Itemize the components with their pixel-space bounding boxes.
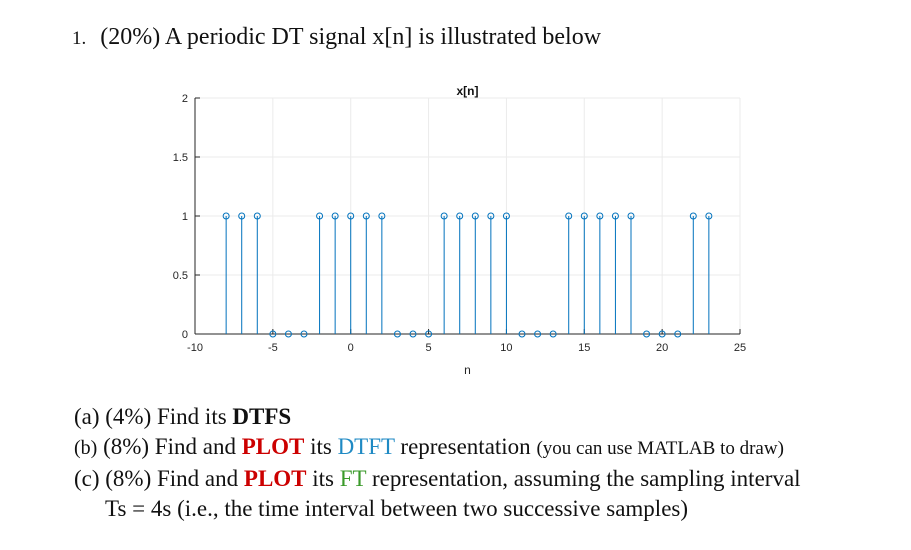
part-c-plot: PLOT <box>243 466 307 491</box>
stem-marker <box>627 212 635 220</box>
stem-marker <box>253 212 261 220</box>
y-tick-label: 1 <box>182 211 188 223</box>
part-b: (b) (8%) Find and PLOT its DTFT represen… <box>74 432 801 464</box>
stem-marker <box>409 330 417 338</box>
y-tick-label: 0 <box>182 329 188 341</box>
part-c-ft: FT <box>339 466 367 491</box>
question-header: 1. (20%) A periodic DT signal x[n] is ill… <box>72 24 601 51</box>
stem-marker <box>331 212 339 220</box>
stem-marker <box>347 212 355 220</box>
stem-marker <box>705 212 713 220</box>
stem-marker <box>393 330 401 338</box>
part-c-line2: Ts = 4s (i.e., the time interval between… <box>74 494 801 524</box>
x-tick-label: 15 <box>578 342 590 354</box>
stem-marker <box>362 212 370 220</box>
part-c-line2-text: Ts = 4s (i.e., the time interval between… <box>105 496 689 521</box>
stem-marker <box>518 330 526 338</box>
stem-marker <box>269 330 277 338</box>
y-tick-label: 1.5 <box>173 152 188 164</box>
stem-marker <box>565 212 573 220</box>
stem-marker <box>596 212 604 220</box>
stem-marker <box>611 212 619 220</box>
question-parts: (a) (4%) Find its DTFS (b) (8%) Find and… <box>74 402 801 524</box>
part-c: (c) (8%) Find and PLOT its FT representa… <box>74 464 801 494</box>
stem-marker <box>471 212 479 220</box>
x-tick-label: 20 <box>656 342 668 354</box>
part-b-its: its <box>304 434 338 459</box>
part-b-plot: PLOT <box>241 434 305 459</box>
stem-marker <box>440 212 448 220</box>
stem-marker <box>378 212 386 220</box>
y-tick-label: 2 <box>182 93 188 105</box>
part-b-dtft: DTFT <box>337 434 395 459</box>
x-tick-label: 0 <box>348 342 354 354</box>
question-text: (20%) A periodic DT signal x[n] is illus… <box>100 24 602 50</box>
part-b-rep: representation <box>394 434 537 459</box>
x-tick-label: 10 <box>500 342 512 354</box>
stem-marker <box>316 212 324 220</box>
stem-marker <box>284 330 292 338</box>
stem-marker <box>658 330 666 338</box>
stem-marker <box>534 330 542 338</box>
stem-marker <box>643 330 651 338</box>
stem-marker <box>502 212 510 220</box>
part-a: (a) (4%) Find its DTFS <box>74 402 801 432</box>
stem-marker <box>549 330 557 338</box>
part-b-pre: (8%) Find and <box>97 434 242 459</box>
stem-marker <box>300 330 308 338</box>
stem-plot: -10 -5 0 5 10 15 20 25 0 0.5 1 1.5 2 x[n] n <box>173 84 746 377</box>
part-b-label: (b) <box>74 437 98 459</box>
chart-title: x[n] <box>457 84 479 98</box>
x-tick-label: 5 <box>426 342 432 354</box>
stem-marker <box>425 330 433 338</box>
part-a-dtfs: DTFS <box>232 404 292 429</box>
stem-marker <box>674 330 682 338</box>
stem-marker <box>238 212 246 220</box>
part-b-note: (you can use MATLAB to draw) <box>536 438 784 459</box>
stem-marker <box>487 212 495 220</box>
part-c-rest: representation, assuming the sampling in… <box>366 466 801 491</box>
part-c-pre: (c) (8%) Find and <box>74 466 244 491</box>
stem-marker <box>580 212 588 220</box>
x-tick-label: -5 <box>268 342 278 354</box>
x-tick-label: 25 <box>734 342 746 354</box>
part-c-its: its <box>306 466 340 491</box>
stem-marker <box>689 212 697 220</box>
x-axis-label: n <box>464 363 471 377</box>
y-tick-label: 0.5 <box>173 270 188 282</box>
question-number: 1. <box>72 28 87 49</box>
x-tick-label: -10 <box>187 342 203 354</box>
part-a-text: (a) (4%) Find its <box>74 404 233 429</box>
stem-marker <box>456 212 464 220</box>
stem-marker <box>222 212 230 220</box>
